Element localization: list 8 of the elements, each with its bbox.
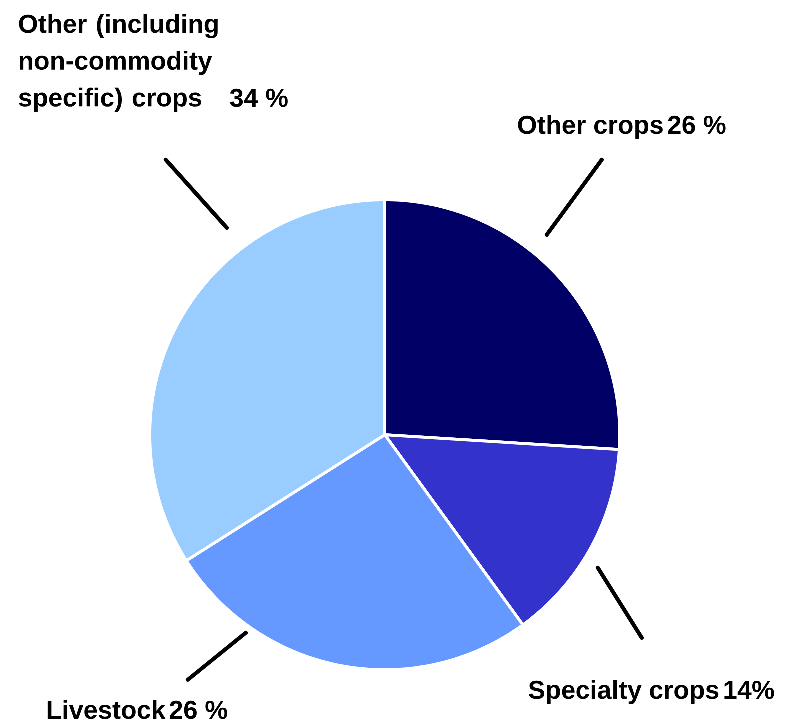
data-label: 34 % <box>230 88 288 108</box>
slice-label: Other (including non-commodity specific) crops <box>19 14 218 112</box>
data-label: 26 % <box>170 700 228 720</box>
slice-label: Livestock <box>48 700 166 720</box>
slice-label: Specialty crops <box>528 680 719 704</box>
data-label: 14% <box>724 680 774 700</box>
slice-label: Other crops <box>518 115 663 140</box>
data-label: 26 % <box>668 116 726 134</box>
